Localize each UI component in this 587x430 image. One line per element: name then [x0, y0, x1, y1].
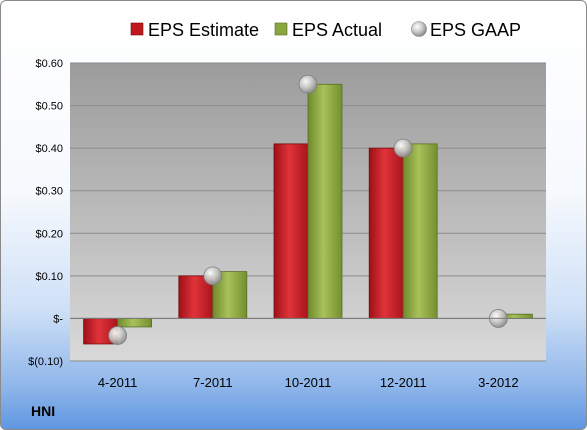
y-tick-label: $0.30 — [35, 186, 63, 198]
y-tick-label: $(0.10) — [28, 356, 63, 368]
eps-gaap-marker — [108, 326, 127, 345]
eps-actual-bar — [402, 143, 438, 319]
eps-estimate-bar — [368, 147, 404, 319]
legend-gaap-swatch — [411, 21, 427, 37]
legend: EPS Estimate EPS Actual EPS GAAP — [130, 20, 521, 40]
legend-estimate-swatch — [130, 22, 144, 36]
legend-label: EPS GAAP — [430, 20, 521, 40]
eps-gaap-marker — [203, 266, 223, 286]
x-tick-label: 4-2011 — [98, 375, 138, 390]
legend-label: EPS Estimate — [148, 20, 259, 40]
x-axis: 4-2011 7-2011 10-2011 12-2011 3-2012 — [70, 317, 546, 390]
y-tick-label: $0.20 — [35, 228, 63, 240]
eps-actual-bar — [117, 318, 152, 328]
eps-gaap-marker — [393, 138, 413, 158]
y-tick-label: $0.10 — [35, 271, 63, 283]
y-axis: $0.60 $0.50 $0.40 $0.30 $0.20 $0.10 $- $(0.10) — [28, 58, 63, 368]
x-tick-label: 3-2012 — [478, 375, 518, 390]
legend-actual-swatch — [274, 22, 288, 36]
gaap-markers — [108, 74, 508, 345]
y-tick-label: $0.60 — [35, 58, 63, 70]
y-tick-label: $0.50 — [35, 101, 63, 113]
eps-estimate-bar — [273, 143, 309, 319]
x-tick-label: 12-2011 — [380, 375, 427, 390]
ticker-label: HNI — [31, 403, 56, 419]
eps-gaap-marker — [298, 74, 318, 94]
x-tick-label: 7-2011 — [193, 375, 233, 390]
x-tick-label: 10-2011 — [285, 375, 332, 390]
y-tick-label: $- — [53, 313, 63, 325]
legend-label: EPS Actual — [292, 20, 382, 40]
y-tick-label: $0.40 — [35, 143, 63, 155]
eps-actual-bar — [307, 83, 343, 319]
